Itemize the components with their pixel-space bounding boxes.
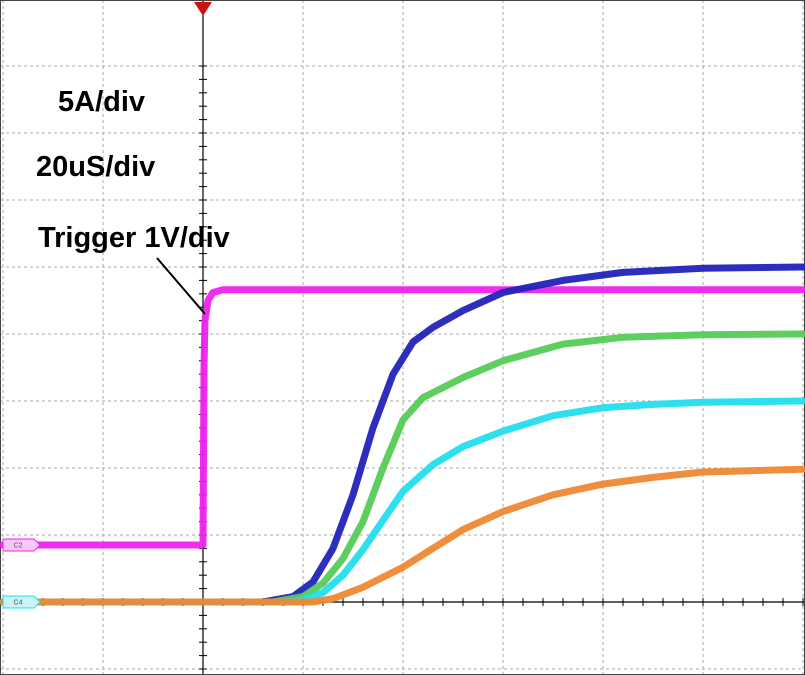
trace-series-3 [0, 330, 805, 606]
channel-marker-shape [2, 538, 41, 552]
channel-marker-shape [2, 595, 41, 609]
annotation-time-scale: 20uS/div [36, 151, 156, 183]
traces [0, 263, 805, 606]
trace-series-5 [0, 465, 805, 606]
channel-marker-c2: C2 [2, 538, 41, 552]
channel-markers: C2 C4 [2, 538, 41, 609]
trigger-marker [194, 2, 212, 16]
trace-series-2 [0, 263, 805, 606]
trace-series-1 [0, 286, 805, 549]
trigger-position-marker [194, 2, 212, 16]
channel-marker-label: C4 [14, 600, 23, 607]
annotation-pointer-line [156, 257, 206, 315]
annotation-trigger-scale: Trigger 1V/div [38, 222, 230, 254]
channel-marker-label: C2 [14, 543, 23, 550]
trace-series-4 [0, 397, 805, 606]
channel-marker-c4: C4 [2, 595, 41, 609]
annotation-current-scale: 5A/div [58, 86, 146, 118]
